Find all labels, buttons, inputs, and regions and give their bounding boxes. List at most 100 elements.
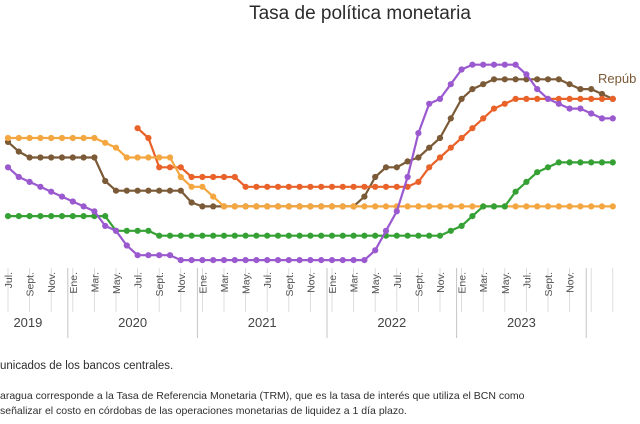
data-point [339, 203, 346, 210]
year-label: 2019 [13, 315, 42, 330]
data-point [210, 232, 217, 239]
data-point [350, 232, 357, 239]
x-tick-label: Sept. [413, 272, 425, 297]
data-point [318, 232, 325, 239]
data-point [393, 208, 400, 215]
data-point [328, 232, 336, 239]
data-point [134, 187, 141, 194]
data-point [199, 203, 206, 210]
data-point [404, 158, 411, 165]
x-tick-label: Ene. [197, 272, 209, 294]
data-point [4, 213, 12, 220]
data-point [393, 183, 400, 190]
data-point [102, 222, 109, 229]
data-point [26, 178, 33, 185]
x-tick-label: Sept. [25, 272, 37, 297]
data-point [210, 173, 217, 181]
data-point [372, 232, 379, 239]
data-point [436, 134, 444, 142]
x-tick-label: May. [500, 272, 512, 294]
series-line [8, 161, 613, 237]
data-point [480, 203, 487, 210]
data-point [91, 154, 98, 161]
data-point [534, 86, 541, 93]
data-point [577, 159, 584, 166]
data-point [80, 213, 87, 220]
data-point [458, 66, 465, 73]
data-point [555, 95, 562, 102]
data-point [274, 183, 282, 190]
x-tick-label: Nov. [46, 272, 58, 293]
data-point [393, 232, 400, 239]
data-point [307, 232, 314, 239]
data-point [447, 144, 454, 151]
data-point [264, 183, 271, 190]
data-point [307, 203, 314, 210]
data-point [156, 187, 163, 194]
x-tick-label: Jul. [392, 272, 404, 288]
data-point [598, 203, 606, 210]
data-point [480, 61, 487, 68]
data-point [210, 257, 217, 264]
data-point [112, 227, 120, 234]
x-tick-label: Sept. [543, 272, 555, 297]
data-point [274, 257, 282, 264]
data-point [26, 213, 33, 220]
data-point [415, 178, 422, 185]
data-point [188, 173, 195, 181]
data-point [404, 232, 411, 239]
data-point [15, 134, 22, 142]
data-point [328, 203, 336, 210]
data-point [609, 95, 616, 102]
x-tick-label: Mar. [478, 272, 490, 292]
data-point [4, 164, 12, 171]
data-point [328, 257, 336, 264]
x-tick-label: Jul. [521, 272, 533, 288]
year-label: 2023 [507, 315, 536, 330]
data-point [253, 257, 260, 264]
data-point [242, 183, 249, 190]
data-point [220, 203, 228, 210]
data-point [501, 203, 508, 210]
series-4 [4, 159, 616, 239]
data-point [609, 115, 616, 122]
data-point [501, 100, 508, 107]
data-point [598, 159, 606, 166]
data-point [598, 90, 606, 98]
data-point [264, 257, 271, 264]
data-point [58, 134, 66, 142]
data-point [426, 100, 433, 107]
footnote-line-1: aragua corresponde a la Tasa de Referenc… [0, 390, 525, 402]
data-point [296, 257, 303, 264]
data-point [534, 169, 541, 176]
data-point [318, 203, 325, 210]
data-point [512, 95, 519, 102]
data-point [220, 257, 228, 264]
data-point [318, 183, 325, 190]
data-point [609, 203, 616, 210]
data-point [555, 159, 562, 166]
policy-rate-chart: Jul. Sept. Nov. Ene. Mar. May. Jul. Sept. Nov. En… [3, 61, 636, 338]
data-point [112, 187, 120, 194]
x-tick-label: Mar. [219, 272, 231, 292]
data-point [372, 247, 379, 254]
data-point [523, 203, 530, 210]
data-point [588, 95, 595, 102]
data-point [415, 203, 422, 210]
data-point [426, 164, 433, 171]
data-point [382, 227, 390, 234]
data-point [588, 110, 595, 117]
data-point [15, 173, 22, 181]
data-point [48, 188, 55, 195]
x-tick-label: Nov. [435, 272, 447, 293]
data-point [458, 222, 465, 229]
data-point [253, 203, 260, 210]
data-point [490, 203, 498, 210]
data-point [231, 173, 238, 181]
series-line [7, 63, 613, 262]
data-point [469, 213, 476, 220]
data-point [523, 95, 530, 102]
data-point [134, 252, 141, 259]
data-point [188, 232, 195, 239]
data-point [609, 159, 616, 166]
